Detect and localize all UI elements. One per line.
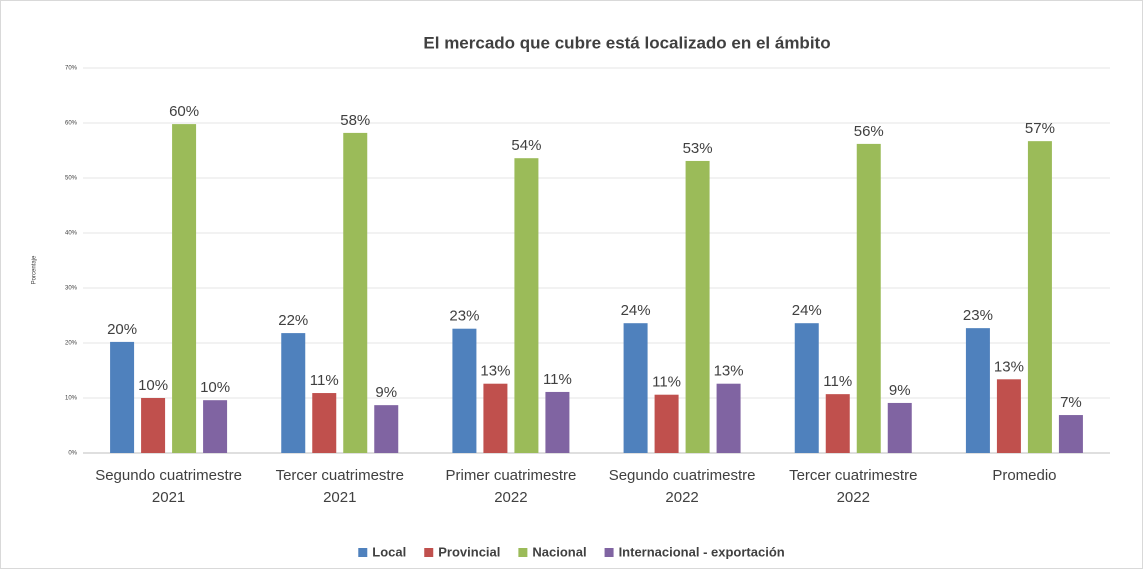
data-label: 54% bbox=[511, 137, 541, 154]
bar bbox=[483, 383, 508, 453]
bar bbox=[203, 400, 228, 453]
legend-label: Nacional bbox=[532, 544, 586, 559]
bar bbox=[374, 405, 399, 453]
chart-title: El mercado que cubre está localizado en … bbox=[423, 33, 830, 52]
x-tick-label: Tercer cuatrimestre 2021 bbox=[276, 467, 404, 506]
y-tick-label: 30% bbox=[65, 286, 78, 292]
y-tick-label: 50% bbox=[65, 176, 78, 182]
legend-label: Provincial bbox=[438, 544, 500, 559]
data-label: 60% bbox=[169, 103, 199, 120]
bar bbox=[1058, 415, 1083, 453]
data-label: 13% bbox=[994, 358, 1024, 375]
data-label: 10% bbox=[200, 379, 230, 396]
bar bbox=[856, 143, 881, 453]
x-tick-label: Promedio bbox=[992, 467, 1056, 484]
bar bbox=[996, 379, 1021, 453]
bar bbox=[794, 323, 819, 453]
bar bbox=[172, 124, 197, 453]
data-label: 13% bbox=[714, 363, 744, 380]
bar bbox=[1027, 141, 1052, 453]
bar bbox=[514, 158, 539, 453]
bar bbox=[965, 328, 990, 453]
bar bbox=[623, 323, 648, 453]
y-tick-label: 70% bbox=[65, 66, 78, 72]
legend-swatch bbox=[518, 548, 528, 557]
data-label: 23% bbox=[963, 307, 993, 324]
y-tick-label: 20% bbox=[65, 341, 78, 347]
data-label: 11% bbox=[310, 372, 339, 389]
y-tick-label: 10% bbox=[65, 396, 78, 402]
legend-label: Internacional - exportación bbox=[619, 544, 785, 559]
data-label: 58% bbox=[340, 112, 370, 129]
legend-label: Local bbox=[372, 544, 406, 559]
bar bbox=[716, 383, 741, 453]
y-tick-label: 0% bbox=[68, 451, 77, 457]
data-label: 22% bbox=[278, 312, 308, 329]
bar bbox=[654, 394, 679, 453]
y-tick-label: 60% bbox=[65, 121, 78, 127]
y-axis-label: Porcentaje bbox=[32, 255, 38, 284]
legend-swatch bbox=[424, 548, 434, 557]
data-label: 13% bbox=[480, 363, 510, 380]
bar bbox=[545, 391, 570, 453]
data-label: 24% bbox=[792, 302, 822, 319]
data-label: 7% bbox=[1060, 394, 1082, 411]
x-tick-label: Tercer cuatrimestre 2022 bbox=[789, 467, 917, 506]
bar bbox=[685, 160, 710, 453]
data-label: 56% bbox=[854, 123, 884, 140]
data-label: 53% bbox=[683, 140, 713, 157]
bar bbox=[141, 398, 166, 453]
data-label: 11% bbox=[823, 373, 852, 390]
data-label: 11% bbox=[652, 374, 681, 391]
legend-swatch bbox=[358, 548, 368, 557]
bar bbox=[825, 394, 850, 453]
data-label: 57% bbox=[1025, 120, 1055, 137]
data-label: 11% bbox=[543, 371, 572, 388]
data-label: 24% bbox=[621, 302, 651, 319]
y-tick-label: 40% bbox=[65, 231, 78, 237]
bar bbox=[110, 341, 135, 453]
data-label: 9% bbox=[375, 384, 397, 401]
data-label: 10% bbox=[138, 377, 168, 394]
x-tick-label: Primer cuatrimestre 2022 bbox=[445, 467, 576, 506]
bar bbox=[452, 328, 477, 453]
data-label: 9% bbox=[889, 382, 911, 399]
bar bbox=[887, 402, 912, 453]
x-tick-label: Segundo cuatrimestre 2021 bbox=[95, 467, 242, 506]
bar bbox=[343, 132, 368, 453]
bar bbox=[312, 393, 337, 453]
data-label: 23% bbox=[449, 308, 479, 325]
legend-swatch bbox=[604, 548, 614, 557]
data-label: 20% bbox=[107, 321, 137, 338]
x-tick-label: Segundo cuatrimestre 2022 bbox=[609, 467, 756, 506]
bar bbox=[281, 333, 306, 453]
